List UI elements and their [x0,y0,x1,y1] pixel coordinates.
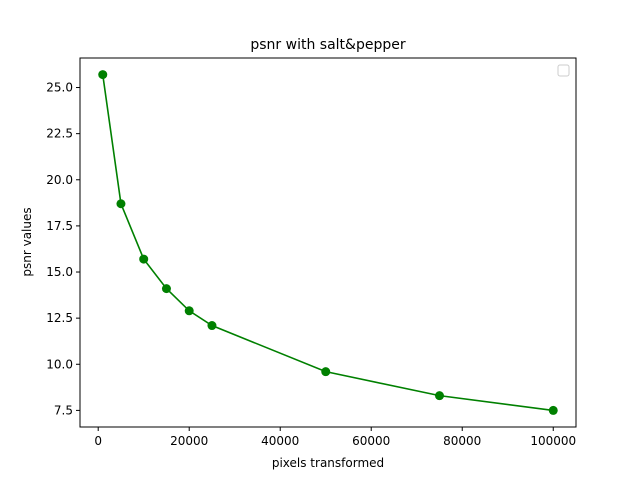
x-tick-label: 0 [94,434,102,448]
data-point [548,405,558,415]
y-tick-label: 7.5 [54,403,73,417]
plot-area [98,70,558,415]
y-axis-label: psnr values [20,207,34,276]
x-tick-label: 60000 [352,434,390,448]
chart-title: psnr with salt&pepper [250,37,405,53]
x-axis-label: pixels transformed [272,456,384,470]
y-tick-label: 25.0 [46,81,73,95]
y-tick-label: 15.0 [46,265,73,279]
y-tick-label: 20.0 [46,173,73,187]
series-line [101,74,554,412]
data-point [207,321,217,331]
data-point [434,391,444,401]
plot-frame [79,57,577,428]
y-tick-label: 22.5 [46,127,73,141]
y-tick-label: 17.5 [46,219,73,233]
y-axis: 7.5 10.0 12.5 15.0 17.5 20.0 22.5 25.0 [46,81,80,417]
x-tick-label: 20000 [170,434,208,448]
x-tick-label: 40000 [261,434,299,448]
x-axis: 0 20000 40000 60000 80000 100000 [94,427,576,448]
data-point [98,70,108,80]
x-tick-label: 80000 [443,434,481,448]
x-tick-label: 100000 [530,434,576,448]
data-point [116,199,126,209]
data-point [161,284,171,294]
data-point [321,367,331,377]
y-tick-label: 10.0 [46,357,73,371]
data-point [139,254,149,264]
legend-box [557,64,570,77]
y-tick-label: 12.5 [46,311,73,325]
data-point [184,306,194,316]
